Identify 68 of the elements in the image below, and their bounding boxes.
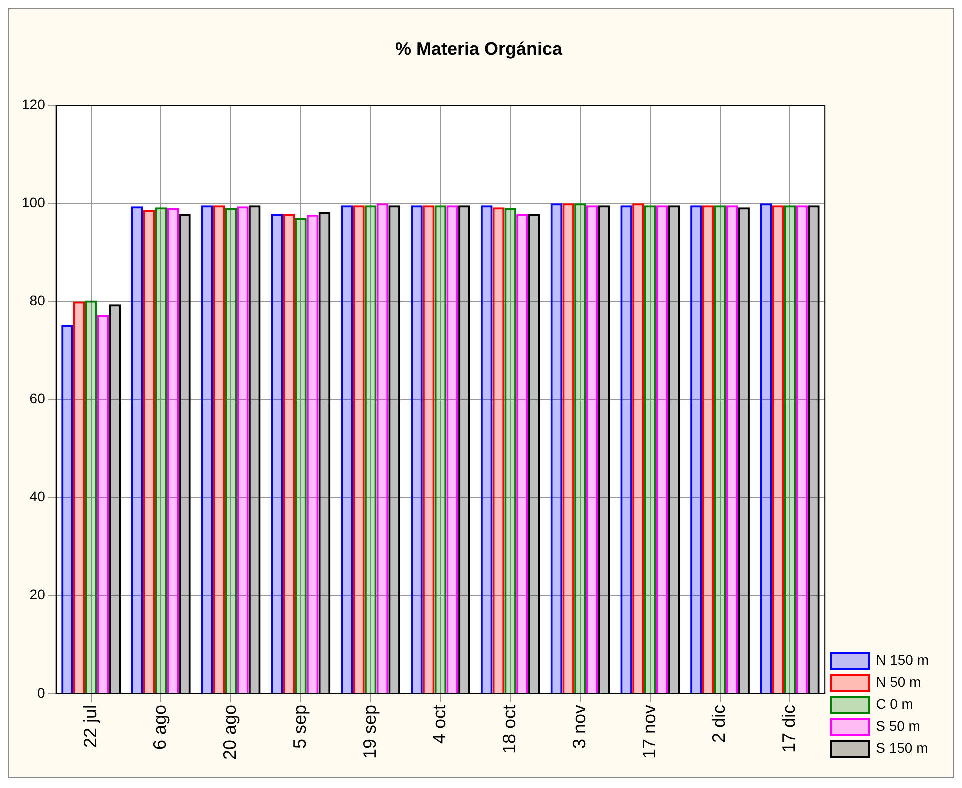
- bar: [237, 206, 249, 694]
- bar: [411, 206, 423, 694]
- y-tick-label: 60: [30, 390, 46, 407]
- y-tick-label: 0: [38, 684, 46, 701]
- x-tick-label: 18 oct: [500, 704, 520, 754]
- x-tick-label: 4 oct: [430, 704, 450, 744]
- bar: [306, 214, 319, 694]
- bar: [364, 206, 377, 694]
- bar: [167, 208, 180, 694]
- legend-label: S 150 m: [876, 740, 928, 756]
- bar: [62, 325, 74, 694]
- legend-label: N 50 m: [876, 674, 922, 690]
- y-tick-label: 100: [22, 194, 46, 211]
- bar: [295, 218, 307, 694]
- bar: [702, 206, 714, 694]
- bar: [341, 206, 354, 694]
- bar: [516, 214, 528, 694]
- x-tick-label: 5 sep: [290, 704, 310, 749]
- bar: [760, 204, 772, 694]
- bar: [376, 204, 389, 694]
- bar: [574, 204, 586, 694]
- x-tick-label: 20 ago: [220, 704, 240, 760]
- bar: [213, 206, 226, 694]
- bar: [690, 206, 702, 694]
- bar: [422, 206, 435, 694]
- bar: [632, 204, 644, 694]
- bar: [434, 206, 447, 694]
- x-tick-label: 19 sep: [360, 704, 380, 759]
- bar: [271, 214, 284, 694]
- bar: [714, 206, 726, 694]
- legend-label: C 0 m: [876, 696, 914, 712]
- x-tick-label: 17 nov: [639, 704, 660, 759]
- bar: [480, 206, 493, 694]
- x-tick-label: 17 dic: [779, 704, 800, 753]
- bar: [143, 210, 156, 694]
- bar: [85, 300, 98, 694]
- bar: [586, 206, 598, 694]
- bar: [772, 206, 784, 694]
- bar: [504, 208, 517, 694]
- x-tick-label: 22 jul: [80, 704, 100, 748]
- bar: [446, 206, 459, 694]
- bar: [796, 206, 808, 694]
- x-tick-label: 3 nov: [569, 704, 590, 749]
- bar: [620, 206, 633, 694]
- bar: [73, 302, 86, 694]
- bar: [201, 206, 214, 694]
- bar: [492, 208, 505, 694]
- bar: [644, 206, 656, 694]
- y-tick-label: 80: [30, 292, 46, 309]
- x-tick-label: 6 ago: [150, 704, 170, 750]
- bar: [225, 208, 238, 694]
- y-tick-label: 20: [30, 586, 46, 603]
- bar: [353, 206, 365, 694]
- chart-title: % Materia Orgánica: [395, 38, 564, 59]
- y-tick-label: 40: [30, 488, 46, 505]
- y-tick-label: 120: [22, 96, 46, 112]
- legend-label: S 50 m: [876, 718, 920, 734]
- bar: [131, 206, 144, 694]
- bar: [656, 206, 668, 694]
- legend-label: N 150 m: [876, 652, 930, 668]
- bar: [97, 314, 110, 694]
- bar: [283, 214, 296, 694]
- bar: [784, 206, 796, 694]
- x-tick-label: 2 dic: [709, 704, 730, 743]
- bar: [562, 204, 575, 694]
- bar: [726, 206, 738, 694]
- bar: [550, 204, 563, 694]
- bar: [155, 208, 168, 694]
